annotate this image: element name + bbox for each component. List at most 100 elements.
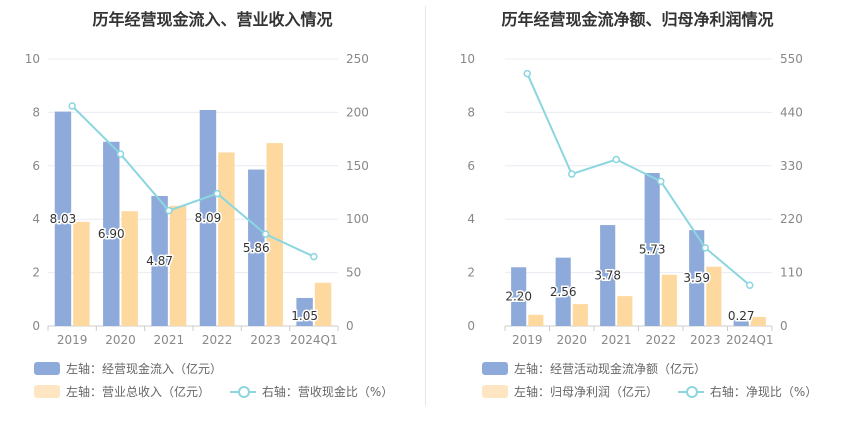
y-right-tick-label: 550 — [780, 52, 803, 66]
legend-line-marker — [229, 385, 256, 398]
chart-panel-cashflow-revenue: 历年经营现金流入、营业收入情况 0 2 4 6 8 10 0 50 100 150 200 250 20… — [25, 10, 409, 401]
bar-secondary — [266, 143, 283, 326]
line-point — [746, 281, 754, 289]
bar-secondary — [572, 304, 588, 326]
x-tick-label: 2023 — [690, 333, 721, 347]
x-tick-label: 2019 — [57, 333, 88, 347]
legend-label: 右轴：净现比（%） — [709, 385, 818, 399]
legend-item-net-cash-ratio[interactable]: 右轴：净现比（%） — [677, 383, 818, 400]
bar-secondary — [73, 221, 90, 326]
y-right-tick-label: 50 — [346, 266, 361, 280]
y-left-tick-label: 2 — [32, 266, 40, 280]
y-left-tick-label: 6 — [467, 159, 475, 173]
x-tick-label: 2024Q1 — [726, 333, 774, 347]
line-point — [523, 69, 531, 78]
bar-primary — [600, 225, 616, 326]
bar-primary — [103, 141, 120, 326]
chart-title: 历年经营现金流入、营业收入情况 — [92, 10, 333, 29]
y-right-tick-label: 0 — [346, 319, 354, 333]
bar-secondary — [706, 266, 722, 326]
line-point — [310, 252, 318, 261]
chart-plot-area: 0 2 4 6 8 10 0 110 220 330 440 550 2019 2020 2021 2022 2… — [460, 52, 803, 347]
y-right-tick-label: 250 — [346, 52, 369, 66]
line-point — [116, 150, 125, 158]
line-point — [657, 177, 665, 186]
legend-label: 左轴：营业总收入（亿元） — [66, 385, 211, 399]
y-right-tick-label: 220 — [780, 212, 803, 226]
x-tick-label: 2021 — [601, 333, 632, 347]
legend-label: 左轴：经营活动现金流净额（亿元） — [514, 362, 707, 376]
legend-row-1: 左轴：经营活动现金流净额（亿元） — [482, 360, 722, 378]
x-tick-label: 2022 — [645, 333, 676, 347]
legend-item-net-cashflow[interactable]: 左轴：经营活动现金流净额（亿元） — [482, 360, 706, 377]
legend-item-net-profit[interactable]: 左轴：归母净利润（亿元） — [482, 383, 658, 400]
bar-data-label: 3.59 — [683, 271, 710, 285]
bar-primary — [296, 297, 313, 326]
legend-swatch — [482, 385, 508, 398]
bar-data-label: 5.73 — [639, 243, 666, 257]
bar-primary — [248, 169, 265, 326]
line-series-path — [526, 73, 751, 286]
y-left-tick-label: 4 — [32, 212, 40, 226]
x-tick-label: 2021 — [154, 333, 185, 347]
bar-primary — [54, 111, 72, 326]
legend-item-cash-inflow[interactable]: 左轴：经营现金流入（亿元） — [34, 360, 222, 377]
bar-secondary — [750, 316, 766, 326]
bar-primary — [689, 230, 705, 326]
line-point — [213, 189, 221, 198]
line-point — [701, 244, 709, 252]
legend-swatch — [482, 362, 508, 375]
legend-row-2: 左轴：归母净利润（亿元） 右轴：净现比（%） — [482, 383, 833, 401]
bar-data-label: 0.27 — [728, 309, 755, 323]
bar-secondary — [528, 314, 544, 326]
y-left-tick-label: 4 — [467, 212, 475, 226]
x-tick-label: 2023 — [250, 333, 281, 347]
bar-secondary — [169, 205, 187, 326]
x-tick-label: 2020 — [556, 333, 587, 347]
chart-title: 历年经营现金流净额、归母净利润情况 — [501, 10, 774, 29]
x-tick-label: 2020 — [105, 333, 136, 347]
legend-label: 右轴：营收现金比（%） — [261, 385, 394, 399]
y-left-tick-label: 8 — [467, 105, 475, 119]
y-left-tick-label: 8 — [32, 105, 40, 119]
legend-line-marker — [677, 385, 704, 398]
legend-row-2: 左轴：营业总收入（亿元） 右轴：营收现金比（%） — [34, 383, 409, 401]
y-left-tick-label: 0 — [467, 319, 475, 333]
legend-label: 左轴：归母净利润（亿元） — [514, 385, 659, 399]
legend-item-cash-ratio[interactable]: 右轴：营收现金比（%） — [229, 383, 394, 400]
bar-data-label: 3.78 — [594, 269, 621, 283]
line-series-path — [71, 105, 315, 258]
y-right-tick-label: 440 — [780, 105, 803, 119]
bar-secondary — [121, 211, 138, 326]
y-left-tick-label: 10 — [25, 52, 40, 66]
y-right-tick-label: 100 — [346, 212, 369, 226]
bar-primary — [199, 109, 217, 326]
x-tick-label: 2024Q1 — [290, 333, 338, 347]
bar-data-label: 6.90 — [98, 227, 125, 241]
bar-secondary — [314, 282, 332, 326]
legend-item-revenue[interactable]: 左轴：营业总收入（亿元） — [34, 383, 210, 400]
bar-primary — [151, 195, 168, 326]
y-right-tick-label: 200 — [346, 105, 369, 119]
line-point — [261, 230, 270, 238]
y-right-tick-label: 0 — [780, 319, 788, 333]
bar-secondary — [218, 152, 235, 326]
y-left-tick-label: 2 — [467, 266, 475, 280]
bar-secondary — [617, 296, 633, 326]
legend-label: 左轴：经营现金流入（亿元） — [66, 362, 223, 376]
y-right-tick-label: 110 — [780, 266, 803, 280]
y-left-tick-label: 10 — [460, 52, 475, 66]
bar-primary — [644, 173, 660, 326]
chart-panel-net-cashflow-profit: 历年经营现金流净额、归母净利润情况 0 2 4 6 8 10 0 110 220 330 440 55… — [425, 0, 850, 437]
bar-data-label: 8.03 — [50, 212, 77, 226]
bar-data-label: 1.05 — [291, 309, 318, 323]
y-left-tick-label: 6 — [32, 159, 40, 173]
bar-data-label: 2.20 — [505, 290, 532, 304]
bar-data-label: 8.09 — [195, 211, 222, 225]
line-point — [568, 170, 576, 178]
bar-primary — [555, 257, 571, 326]
bar-data-label: 5.86 — [243, 241, 270, 255]
line-point — [68, 102, 76, 110]
y-left-tick-label: 0 — [32, 319, 40, 333]
